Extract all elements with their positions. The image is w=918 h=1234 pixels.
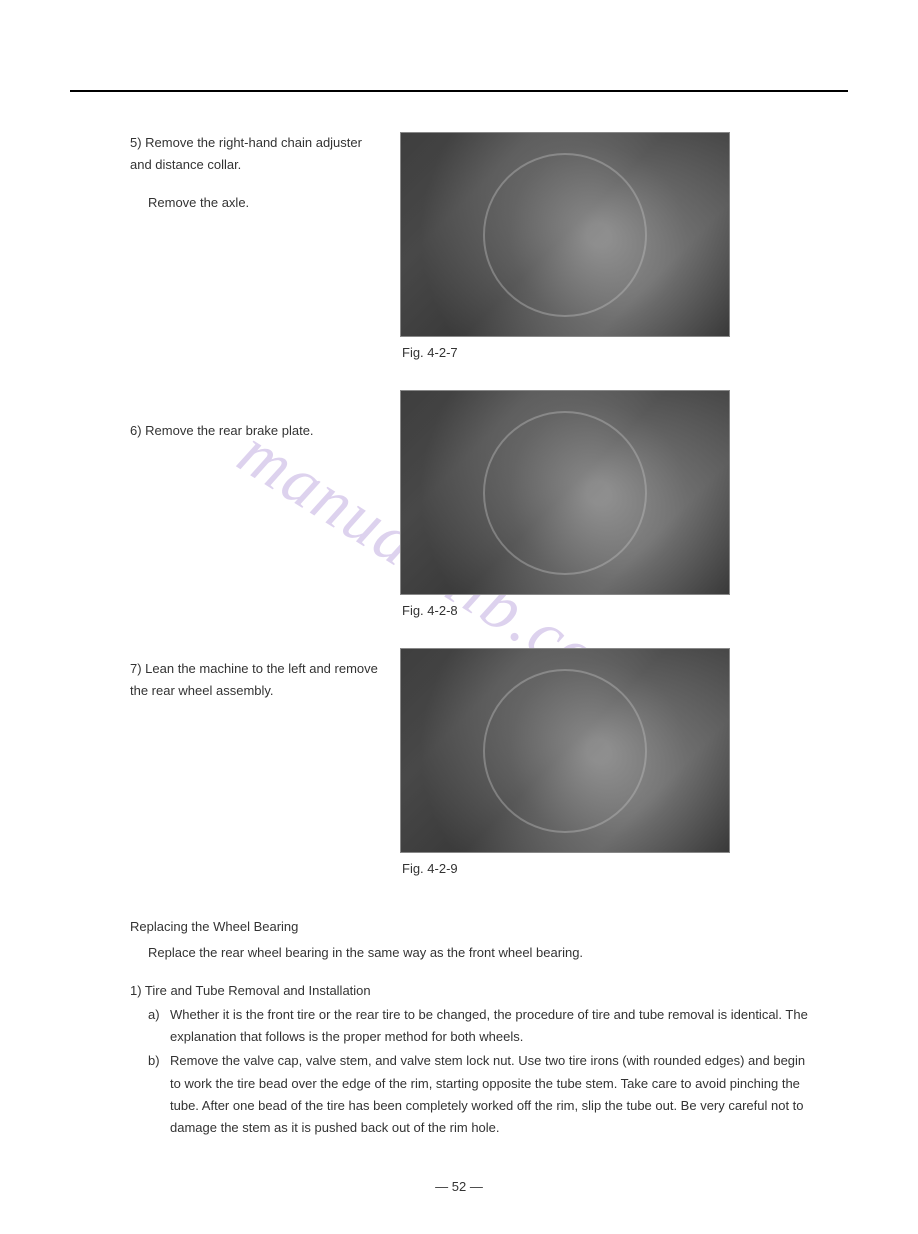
page-number: — 52 — [70,1179,848,1194]
step-6-section: 6) Remove the rear brake plate. Fig. 4-2… [70,390,848,618]
step-6-text: 6) Remove the rear brake plate. [130,423,314,438]
figure-4-2-8-caption: Fig. 4-2-8 [400,603,848,618]
step-5-text-column: 5) Remove the right-hand chain adjuster … [70,132,400,360]
step-5-text: 5) Remove the right-hand chain adjuster … [130,135,362,172]
manual-page: manualslib.com 5) Remove the right-hand … [0,0,918,1234]
figure-4-2-8-image [400,390,730,595]
step-7-text-column: 7) Lean the machine to the left and remo… [70,648,400,876]
sublist-text-b: Remove the valve cap, valve stem, and va… [170,1050,808,1138]
step-7-text: 7) Lean the machine to the left and remo… [130,661,378,698]
figure-4-2-7-image [400,132,730,337]
step-5-subtext: Remove the axle. [130,192,380,214]
bottom-text-section: Replacing the Wheel Bearing Replace the … [70,916,848,1139]
step-6-image-column: Fig. 4-2-8 [400,390,848,618]
step-6-text-column: 6) Remove the rear brake plate. [70,390,400,618]
replacing-bearing-heading: Replacing the Wheel Bearing [130,916,808,938]
tire-tube-heading: 1) Tire and Tube Removal and Installatio… [130,980,808,1002]
top-rule [70,90,848,92]
sublist-marker-b: b) [148,1050,170,1138]
figure-4-2-9-caption: Fig. 4-2-9 [400,861,848,876]
sublist-marker-a: a) [148,1004,170,1048]
replacing-bearing-text: Replace the rear wheel bearing in the sa… [130,942,808,964]
step-7-image-column: Fig. 4-2-9 [400,648,848,876]
sublist-item-b: b) Remove the valve cap, valve stem, and… [148,1050,808,1138]
tire-tube-sublist: a) Whether it is the front tire or the r… [130,1004,808,1139]
figure-4-2-9-image [400,648,730,853]
sublist-item-a: a) Whether it is the front tire or the r… [148,1004,808,1048]
step-5-section: 5) Remove the right-hand chain adjuster … [70,132,848,360]
sublist-text-a: Whether it is the front tire or the rear… [170,1004,808,1048]
step-7-section: 7) Lean the machine to the left and remo… [70,648,848,876]
figure-4-2-7-caption: Fig. 4-2-7 [400,345,848,360]
step-5-image-column: Fig. 4-2-7 [400,132,848,360]
